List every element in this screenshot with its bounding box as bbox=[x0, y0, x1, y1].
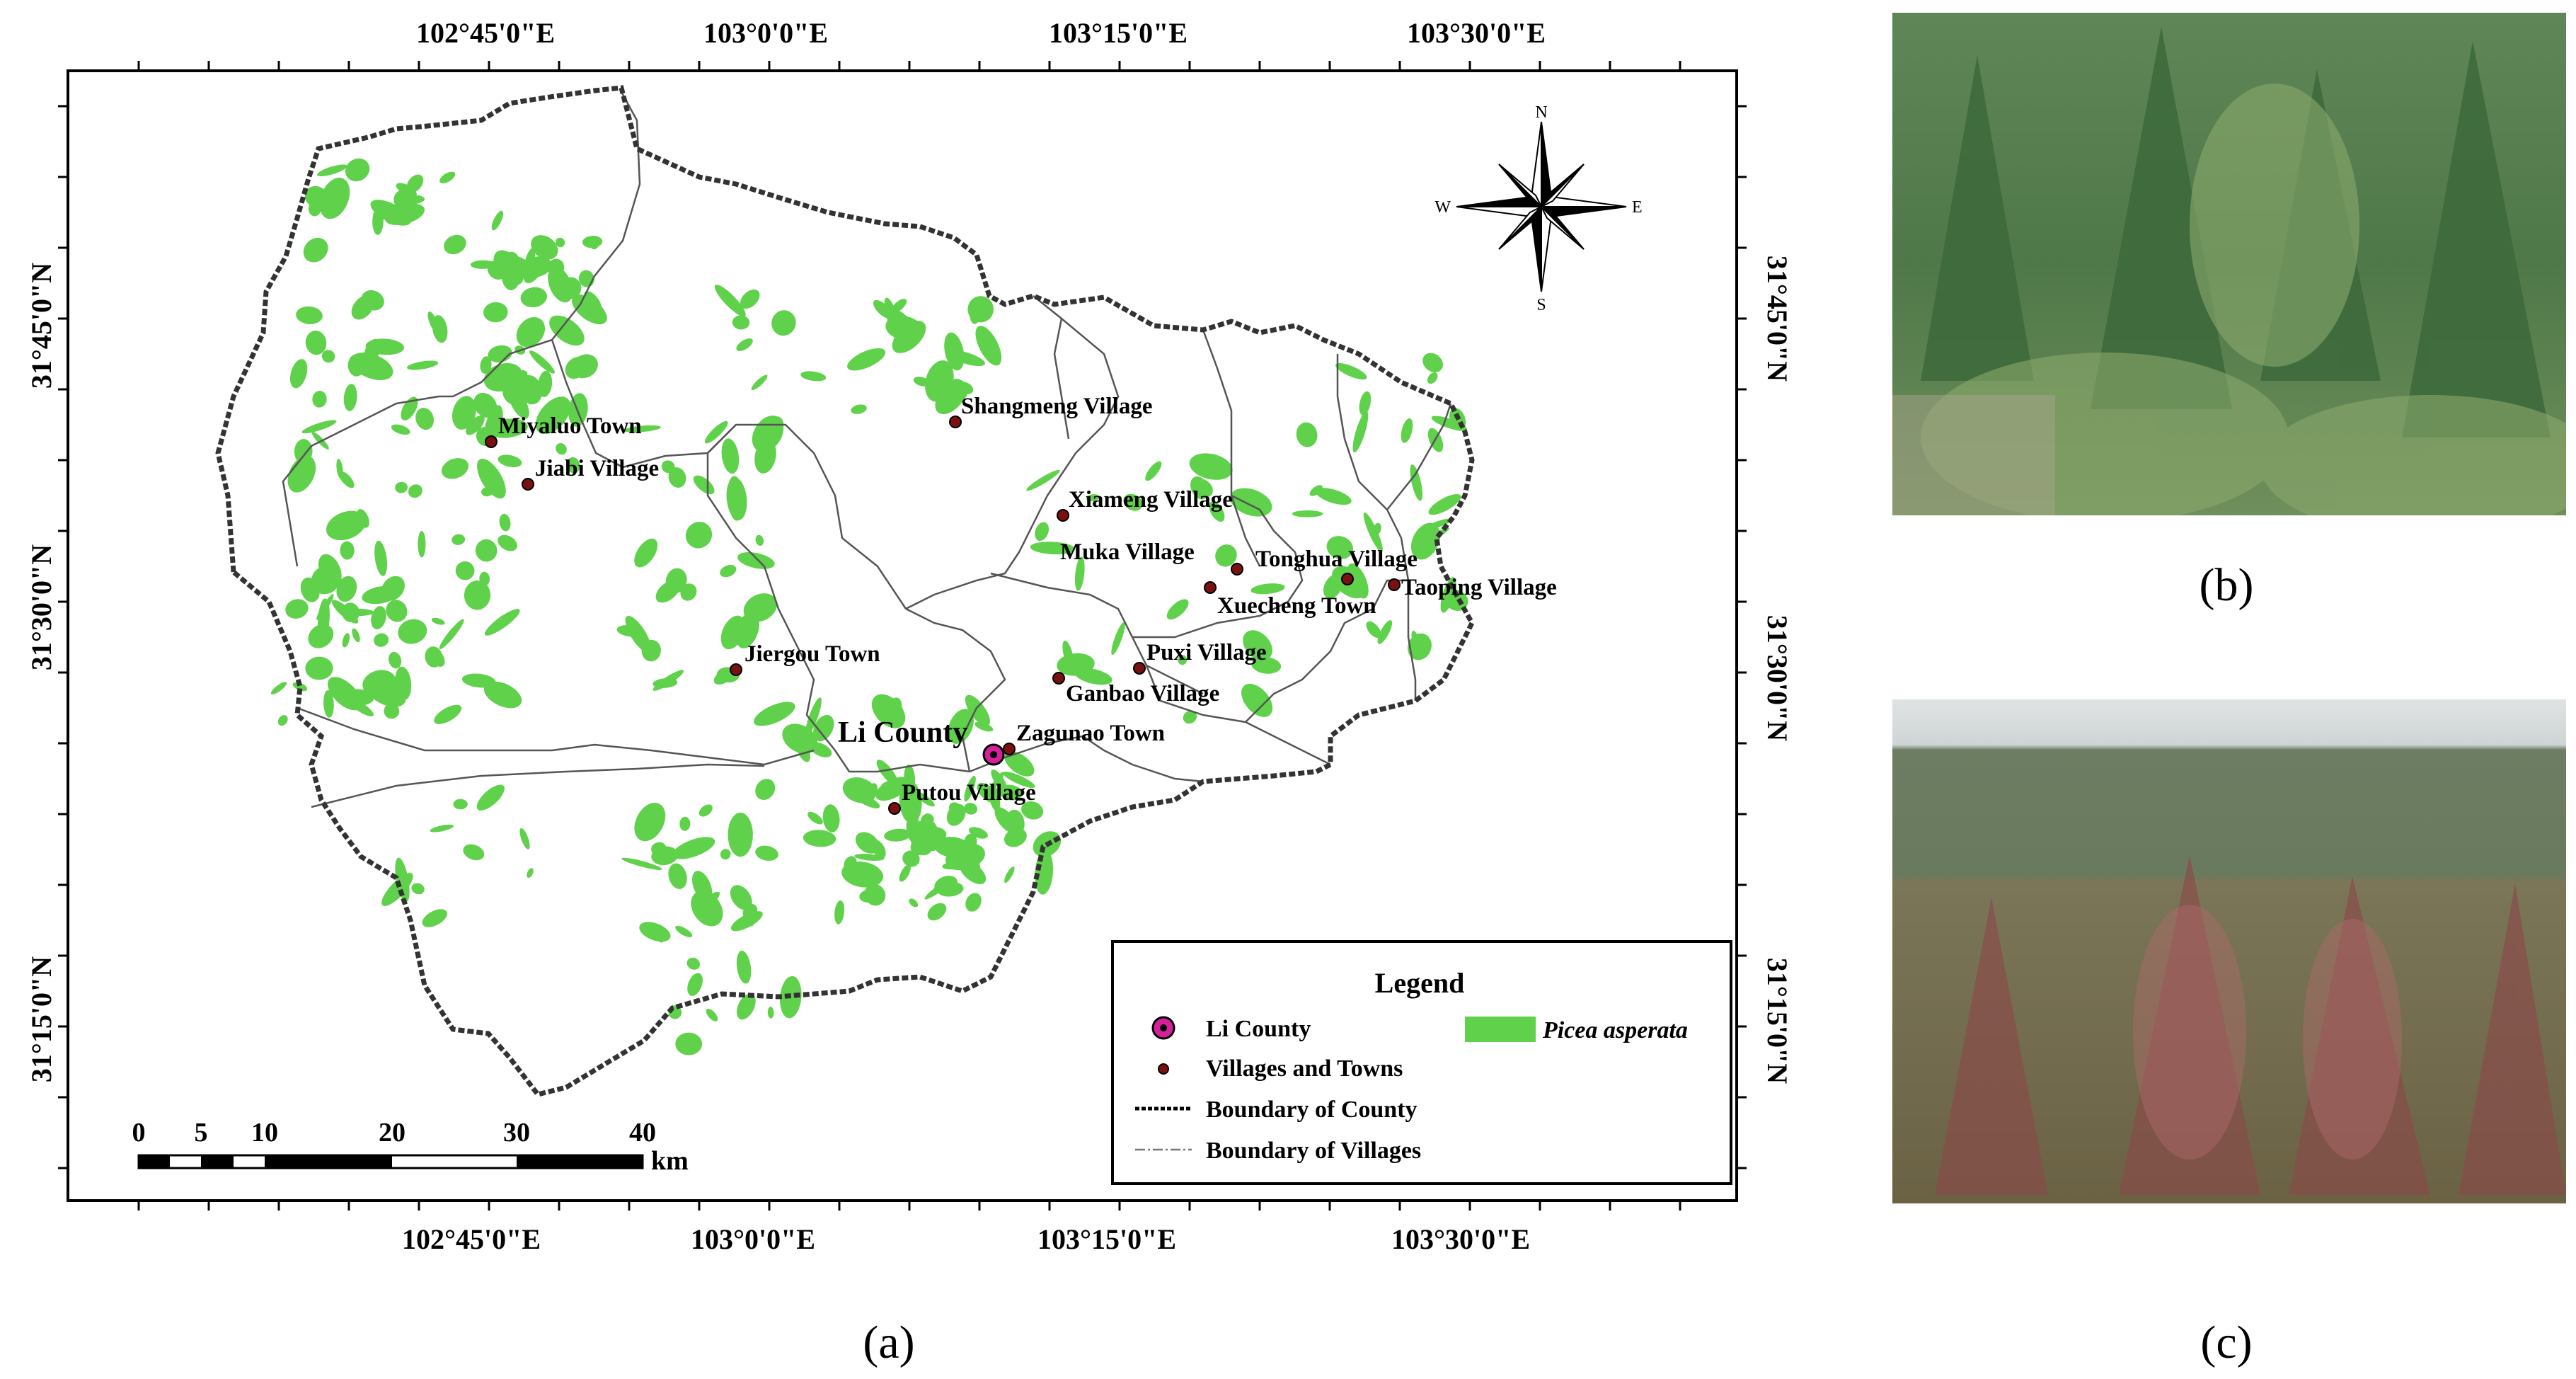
right-lat-label-2: 31°30'0"N bbox=[1761, 615, 1793, 741]
svg-text:Zagunao Town: Zagunao Town bbox=[1016, 721, 1165, 746]
frame-ticks bbox=[58, 61, 1747, 1211]
place-tonghua-village: Tonghua Village bbox=[1231, 547, 1418, 576]
picea-asperata-patches bbox=[270, 158, 1468, 1055]
left-lat-label-3: 31°15'0"N bbox=[25, 956, 57, 1082]
panel-label-c: (c) bbox=[2200, 1317, 2252, 1368]
svg-text:0: 0 bbox=[132, 1118, 146, 1148]
left-lat-label-2: 31°30'0"N bbox=[25, 544, 57, 670]
scale-bar: 0 5 10 20 30 40 km bbox=[132, 1118, 689, 1176]
compass-s: S bbox=[1536, 296, 1546, 314]
compass-rose: N S E W bbox=[1434, 103, 1642, 314]
svg-text:5: 5 bbox=[195, 1118, 208, 1148]
svg-text:Miyaluo Town: Miyaluo Town bbox=[498, 413, 642, 439]
place-ganbao-village: Ganbao Village bbox=[1052, 672, 1219, 706]
place-puxi-village: Puxi Village bbox=[1133, 640, 1267, 675]
village-boundaries bbox=[282, 88, 1452, 808]
panel-label-b: (b) bbox=[2200, 559, 2254, 611]
county-boundary bbox=[215, 85, 1475, 1097]
county-seat-li-county: Li County bbox=[838, 716, 1005, 766]
svg-text:20: 20 bbox=[379, 1118, 406, 1148]
svg-text:Taoping Village: Taoping Village bbox=[1401, 575, 1557, 600]
legend: Legend Li County Villages and Towns Boun… bbox=[1111, 940, 1732, 1185]
top-lon-label-1: 102°45'0"E bbox=[416, 17, 555, 49]
bottom-lon-label-2: 103°0'0"E bbox=[691, 1223, 815, 1255]
svg-text:Li County: Li County bbox=[838, 716, 967, 749]
place-xuecheng-town: Xuecheng Town bbox=[1217, 573, 1376, 619]
svg-text:30: 30 bbox=[503, 1118, 530, 1148]
compass-n: N bbox=[1535, 103, 1547, 122]
svg-text:Xiameng Village: Xiameng Village bbox=[1069, 487, 1233, 513]
svg-text:Puxi Village: Puxi Village bbox=[1146, 640, 1267, 665]
left-lat-label-1: 31°45'0"N bbox=[25, 263, 57, 389]
place-zagunao-town: Zagunao Town bbox=[1003, 721, 1165, 755]
legend-picea: Picea asperata bbox=[1542, 1017, 1688, 1043]
svg-text:Tonghua Village: Tonghua Village bbox=[1255, 547, 1418, 572]
place-jiabi-village: Jiabi Village bbox=[522, 456, 659, 491]
bottom-lon-label-1: 102°45'0"E bbox=[402, 1223, 541, 1255]
top-lon-label-2: 103°0'0"E bbox=[703, 17, 828, 49]
svg-text:Putou Village: Putou Village bbox=[902, 780, 1036, 806]
legend-county-boundary: Boundary of County bbox=[1206, 1097, 1418, 1123]
compass-w: W bbox=[1434, 198, 1451, 217]
place-jiergou-town: Jiergou Town bbox=[730, 641, 880, 676]
place-muka-village: Muka Village bbox=[1060, 539, 1217, 594]
top-lon-label-3: 103°15'0"E bbox=[1049, 17, 1188, 49]
top-lon-label-4: 103°30'0"E bbox=[1407, 17, 1546, 49]
legend-villages: Villages and Towns bbox=[1206, 1055, 1403, 1082]
svg-text:Shangmeng Village: Shangmeng Village bbox=[961, 394, 1152, 419]
svg-text:40: 40 bbox=[629, 1118, 656, 1148]
place-xiameng-village: Xiameng Village bbox=[1057, 487, 1233, 522]
bottom-lon-label-4: 103°30'0"E bbox=[1391, 1223, 1530, 1255]
photo-damaged-spruce bbox=[1892, 699, 2566, 1203]
svg-text:Jiabi Village: Jiabi Village bbox=[535, 456, 659, 481]
bottom-lon-label-3: 103°15'0"E bbox=[1037, 1223, 1176, 1255]
svg-text:Muka Village: Muka Village bbox=[1060, 539, 1195, 565]
right-lat-label-1: 31°45'0"N bbox=[1761, 256, 1793, 382]
legend-county: Li County bbox=[1206, 1016, 1311, 1042]
photo-healthy-spruce bbox=[1892, 13, 2566, 515]
place-putou-village: Putou Village bbox=[888, 780, 1036, 815]
svg-text:Xuecheng Town: Xuecheng Town bbox=[1217, 593, 1376, 619]
place-miyaluo-town: Miyaluo Town bbox=[485, 413, 642, 448]
svg-text:km: km bbox=[651, 1146, 689, 1176]
right-lat-label-3: 31°15'0"N bbox=[1761, 958, 1793, 1084]
svg-text:Jiergou Town: Jiergou Town bbox=[744, 641, 880, 667]
legend-village-boundary: Boundary of Villages bbox=[1206, 1138, 1421, 1164]
compass-e: E bbox=[1632, 198, 1643, 217]
svg-text:Ganbao Village: Ganbao Village bbox=[1066, 681, 1219, 706]
place-shangmeng-village: Shangmeng Village bbox=[949, 394, 1152, 428]
legend-title: Legend bbox=[1375, 967, 1465, 999]
place-taoping-village: Taoping Village bbox=[1388, 575, 1557, 600]
svg-text:10: 10 bbox=[251, 1118, 278, 1148]
panel-label-a: (a) bbox=[863, 1317, 914, 1368]
